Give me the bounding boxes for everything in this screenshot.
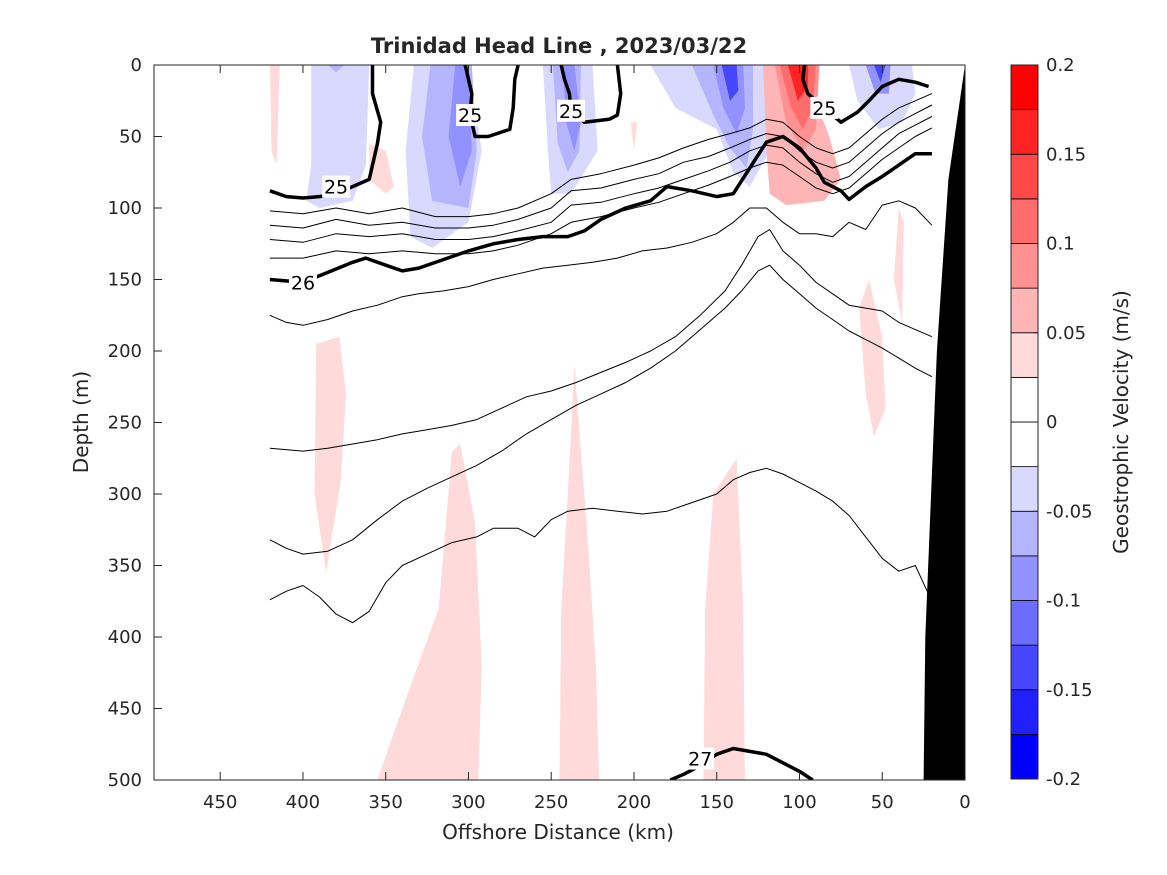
- colorbar-swatch-6: [1010, 466, 1039, 512]
- contour-label-2: 25: [559, 101, 583, 123]
- chart-title: Trinidad Head Line , 2023/03/22: [371, 34, 747, 58]
- colorbar-swatch-0: [1010, 733, 1039, 780]
- colorbar-swatch-1: [1010, 689, 1039, 735]
- x-tick-label-2: 350: [369, 792, 403, 813]
- contour-label-bg-2: [557, 99, 586, 122]
- bathymetry: [923, 65, 965, 780]
- colorbar-tick-label-0: -0.2: [1046, 769, 1081, 790]
- velocity-region-25: [893, 208, 904, 323]
- y-tick-label-6: 300: [108, 484, 142, 505]
- colorbar-swatch-14: [1010, 109, 1039, 155]
- isopycnal-25-line-1: [463, 65, 520, 139]
- colorbar-tick-label-8: 0.2: [1046, 55, 1075, 76]
- isopycnal-25-4-line-5: [269, 104, 933, 229]
- colorbar-tick-label-2: -0.1: [1046, 591, 1081, 612]
- y-tick-label-8: 400: [108, 627, 142, 648]
- colorbar-swatch-12: [1010, 198, 1039, 244]
- isopycnal-26-4-line-10: [269, 229, 933, 452]
- isopycnal-25-line-2: [559, 65, 623, 124]
- plot-area: 25 25 25 25 26 27: [153, 64, 966, 781]
- isopycnal-25-8-line-7: [269, 127, 933, 259]
- y-axis-label: Depth (m): [69, 371, 93, 473]
- x-tick-label-1: 400: [286, 792, 320, 813]
- contour-labels: 25 25 25 25 26 27: [288, 96, 839, 771]
- colorbar-tick-label-3: -0.05: [1046, 501, 1093, 522]
- isopycnal-26-line-8: [269, 134, 932, 285]
- contour-label-bg-3: [810, 96, 839, 119]
- y-tick-label-7: 350: [108, 556, 142, 577]
- colorbar: -0.2 -0.15 -0.1 -0.05 0 0.05 0.1 0.15 0.2 Geostr…: [1010, 55, 1133, 790]
- colorbar-label: Geostrophic Velocity (m/s): [1109, 290, 1133, 554]
- contour-label-bg-1: [456, 104, 485, 127]
- velocity-region-19: [769, 482, 863, 780]
- velocity-region-21: [559, 365, 600, 780]
- contour-label-bg-13: [686, 747, 715, 770]
- colorbar-swatches: [1010, 64, 1039, 780]
- colorbar-tick-label-4: 0: [1046, 412, 1057, 433]
- velocity-region-1: [327, 65, 345, 73]
- x-tick-label-9: 0: [959, 792, 970, 813]
- colorbar-swatch-4: [1010, 555, 1039, 601]
- y-tick-label-4: 200: [108, 341, 142, 362]
- x-tick-label-0: 450: [203, 792, 237, 813]
- y-tick-label-0: 0: [131, 55, 142, 76]
- colorbar-ticks: -0.2 -0.15 -0.1 -0.05 0 0.05 0.1 0.15 0.2: [1033, 55, 1093, 790]
- colorbar-swatch-7: [1010, 421, 1039, 468]
- colorbar-swatch-11: [1010, 243, 1039, 289]
- x-tick-label-7: 100: [782, 792, 816, 813]
- colorbar-tick-label-1: -0.15: [1046, 680, 1093, 701]
- colorbar-swatch-2: [1010, 644, 1039, 691]
- colorbar-swatch-10: [1010, 287, 1039, 334]
- seafloor-bathymetry: [923, 65, 965, 780]
- colorbar-swatch-5: [1010, 510, 1039, 557]
- contour-label-3: 25: [812, 98, 836, 120]
- colorbar-tick-label-7: 0.15: [1046, 144, 1086, 165]
- colorbar-swatch-9: [1010, 332, 1039, 378]
- colorbar-swatch-15: [1010, 64, 1039, 111]
- isopycnal-26-6-line-11: [269, 264, 933, 555]
- isopycnal-26-8-line-12: [269, 467, 933, 624]
- velocity-region-28: [630, 122, 638, 151]
- y-tick-label-10: 500: [108, 770, 142, 791]
- isopycnal-contours: [269, 65, 933, 780]
- velocity-region-27: [269, 65, 280, 166]
- velocity-region-24: [859, 279, 886, 437]
- colorbar-swatch-3: [1010, 600, 1039, 646]
- y-tick-label-2: 100: [108, 198, 142, 219]
- isopycnal-25-6-line-6: [269, 116, 933, 243]
- contour-label-0: 25: [324, 177, 348, 199]
- contour-label-bg-8: [288, 271, 317, 294]
- x-axis-ticks: 450 400 350 300 250 200 150 100 50 0: [203, 65, 971, 813]
- velocity-region-20: [377, 444, 482, 780]
- y-tick-label-9: 450: [108, 699, 142, 720]
- velocity-region-0: [306, 65, 370, 208]
- contour-label-bg-0: [322, 175, 351, 198]
- velocity-region-22: [703, 458, 745, 780]
- x-tick-label-4: 250: [534, 792, 568, 813]
- x-axis-label: Offshore Distance (km): [442, 820, 674, 844]
- colorbar-swatch-8: [1010, 376, 1039, 423]
- velocity-region-23: [314, 336, 346, 573]
- contour-label-8: 26: [291, 272, 315, 294]
- isopycnal-27-line-13: [669, 746, 814, 780]
- isopycnal-25-line-3: [801, 65, 930, 124]
- y-tick-label-3: 150: [108, 270, 142, 291]
- contour-label-13: 27: [688, 749, 712, 771]
- y-tick-label-1: 50: [119, 127, 142, 148]
- velocity-region-11: [721, 65, 739, 101]
- x-tick-label-8: 50: [871, 792, 894, 813]
- y-tick-label-5: 250: [108, 413, 142, 434]
- x-tick-label-6: 150: [700, 792, 734, 813]
- colorbar-swatch-13: [1010, 153, 1039, 200]
- isopycnal-25-line-0: [269, 65, 383, 200]
- isopycnal-26-2-line-9: [269, 200, 933, 326]
- x-tick-label-3: 300: [451, 792, 485, 813]
- colorbar-tick-label-5: 0.05: [1046, 323, 1086, 344]
- x-tick-label-5: 200: [617, 792, 651, 813]
- isopycnal-25-2-line-4: [269, 93, 933, 218]
- y-axis-ticks: 0 50 100 150 200 250 300 350 400 450 500: [108, 55, 162, 791]
- colorbar-tick-label-6: 0.1: [1046, 234, 1075, 255]
- contour-label-1: 25: [458, 105, 482, 127]
